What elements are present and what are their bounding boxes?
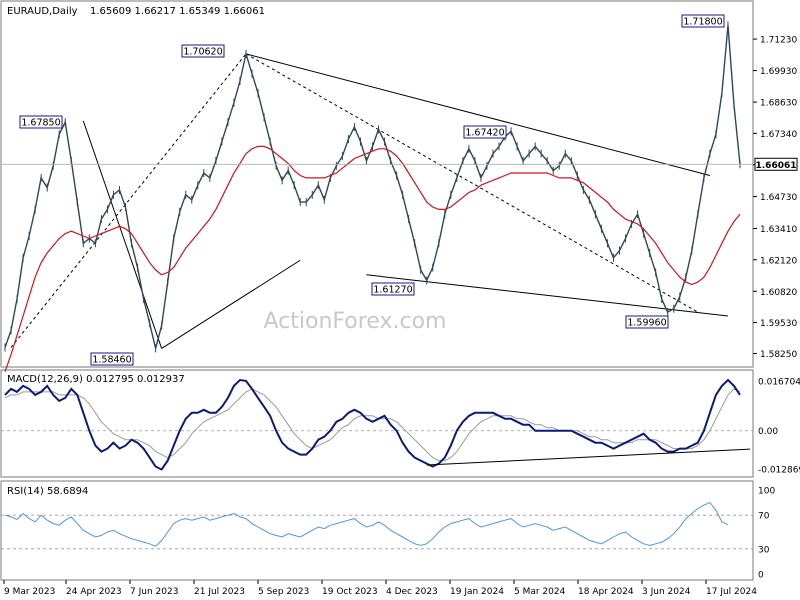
rsi-title: RSI(14) 58.6894 xyxy=(7,486,88,497)
rsi-series-group xyxy=(4,501,729,547)
x-tick-label: 5 Sep 2023 xyxy=(258,587,309,597)
x-axis: 9 Mar 2023 24 Apr 2023 7 Jun 2023 21 Jul 20… xyxy=(3,580,757,597)
x-tick-label: 21 Jul 2023 xyxy=(194,587,245,597)
dashed-trendline xyxy=(10,53,247,348)
annotation-label: 1.61270 xyxy=(373,285,412,296)
macd-trendline xyxy=(426,448,751,466)
trendline xyxy=(161,259,301,349)
annotation-box xyxy=(625,315,669,329)
y-tick-label: 1.59530 xyxy=(760,319,797,329)
x-tick-label: 7 Jun 2023 xyxy=(130,587,178,597)
main-trendlines xyxy=(10,53,729,349)
current-price-box xyxy=(754,157,798,171)
annotation-box xyxy=(181,44,225,58)
macd-y-tick-label: 0.016704 xyxy=(758,377,800,387)
y-tick-label: 1.62120 xyxy=(760,256,797,266)
x-tick-label: 9 Mar 2023 xyxy=(4,587,55,597)
macd-series-group xyxy=(4,378,751,471)
macd-line xyxy=(4,378,741,471)
y-tick-label: 1.67340 xyxy=(760,130,797,140)
chart-symbol: EURAUD,Daily xyxy=(7,6,78,17)
y-tick-label: 1.60820 xyxy=(760,288,797,298)
annotation-label: 1.67850 xyxy=(21,118,60,129)
chart-ohlc: 1.65609 1.66217 1.65349 1.66061 xyxy=(90,6,265,17)
macd-y-axis: 0.016704 0.00 -0.012869 xyxy=(758,377,800,475)
macd-panel-frame xyxy=(0,369,754,478)
x-tick-label: 18 Apr 2024 xyxy=(578,587,634,597)
annotation-label: 1.70620 xyxy=(183,47,222,58)
annotation-label: 1.58460 xyxy=(92,355,131,366)
annotation-label: 1.59960 xyxy=(627,318,666,329)
macd-y-tick-label: -0.012869 xyxy=(758,466,800,476)
current-price-marker: 1.66061 xyxy=(754,157,798,171)
y-tick-label: 1.68630 xyxy=(760,99,797,109)
main-series-group xyxy=(1,21,753,372)
dashed-trendline xyxy=(245,53,699,313)
annotation-box xyxy=(19,115,63,129)
trendline xyxy=(245,53,711,176)
rsi-line xyxy=(4,501,729,547)
macd-y-tick-label: 0.00 xyxy=(758,427,778,437)
main-panel-frame xyxy=(0,0,754,368)
rsi-y-tick-label: 70 xyxy=(758,512,770,522)
rsi-y-axis: 100 70 30 0 xyxy=(758,487,775,581)
annotation-box xyxy=(371,282,415,296)
current-price-label: 1.66061 xyxy=(756,161,797,171)
rsi-y-tick-label: 0 xyxy=(758,571,764,581)
watermark: ActionForex.com xyxy=(264,309,447,334)
y-tick-label: 1.69930 xyxy=(760,67,797,77)
y-tick-label: 1.64730 xyxy=(760,193,797,203)
annotation-label: 1.71800 xyxy=(683,17,722,28)
main-y-axis: 1.58250 1.59530 1.60820 1.62120 1.63410 1.647… xyxy=(753,36,797,360)
y-tick-label: 1.58250 xyxy=(760,350,797,360)
trendline xyxy=(82,120,163,349)
rsi-y-tick-label: 30 xyxy=(758,545,770,555)
x-tick-label: 3 Jun 2024 xyxy=(642,587,691,597)
x-tick-label: 19 Oct 2023 xyxy=(322,587,378,597)
macd-signal-line xyxy=(4,388,741,462)
x-tick-label: 17 Jul 2024 xyxy=(706,587,757,597)
x-tick-label: 24 Apr 2023 xyxy=(66,587,122,597)
y-tick-label: 1.63410 xyxy=(760,225,797,235)
rsi-panel-frame xyxy=(0,480,754,581)
moving-average-line xyxy=(4,145,741,372)
annotation-box xyxy=(463,125,507,139)
main-annotations: 1.67850 1.70620 1.58460 1.61270 1.67420 1.599… xyxy=(19,14,725,366)
rsi-y-tick-label: 100 xyxy=(758,487,775,497)
annotation-label: 1.67420 xyxy=(465,128,504,139)
macd-title: MACD(12,26,9) 0.012795 0.012937 xyxy=(7,374,185,385)
x-tick-label: 5 Mar 2024 xyxy=(514,587,566,597)
y-tick-label: 1.71230 xyxy=(760,36,797,46)
annotation-box xyxy=(681,14,725,28)
price-line xyxy=(4,25,741,349)
rsi-gridlines xyxy=(1,514,753,550)
x-tick-label: 19 Jan 2024 xyxy=(450,587,504,597)
x-tick-label: 4 Dec 2023 xyxy=(386,587,438,597)
annotation-box xyxy=(90,352,134,366)
